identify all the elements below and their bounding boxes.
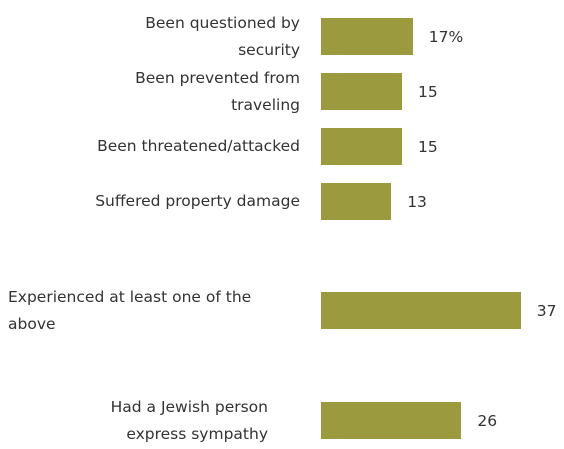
value-label: 37 <box>536 301 557 320</box>
value-label: 15 <box>418 137 438 156</box>
value-label: 15 <box>418 82 438 101</box>
category-label: Experienced at least one of the above <box>8 282 253 339</box>
value-label: 17% <box>428 27 464 46</box>
category-text: Experienced at least one of the above <box>8 287 252 333</box>
category-label: Had a Jewish person express sympathy <box>88 392 268 449</box>
value-label: 13 <box>407 192 427 211</box>
bar <box>321 128 402 165</box>
chart: Been questioned by security 17% Been preve… <box>8 8 557 443</box>
bar <box>321 292 521 329</box>
category-label: Suffered property damage <box>20 173 300 230</box>
category-text: Had a Jewish person express sympathy <box>110 397 268 443</box>
category-label: Been questioned by security <box>125 8 300 65</box>
category-text: Suffered property damage <box>95 192 300 210</box>
value-label: 26 <box>477 411 498 430</box>
bar <box>321 73 402 110</box>
category-text: Been prevented from traveling <box>135 68 300 114</box>
category-text: Been threatened/attacked <box>97 137 300 155</box>
category-text: Been questioned by security <box>145 13 300 59</box>
category-label: Been threatened/attacked <box>20 118 300 175</box>
category-label: Been prevented from traveling <box>125 63 300 120</box>
bar <box>321 183 392 220</box>
bar <box>321 18 413 55</box>
bar <box>321 402 462 439</box>
